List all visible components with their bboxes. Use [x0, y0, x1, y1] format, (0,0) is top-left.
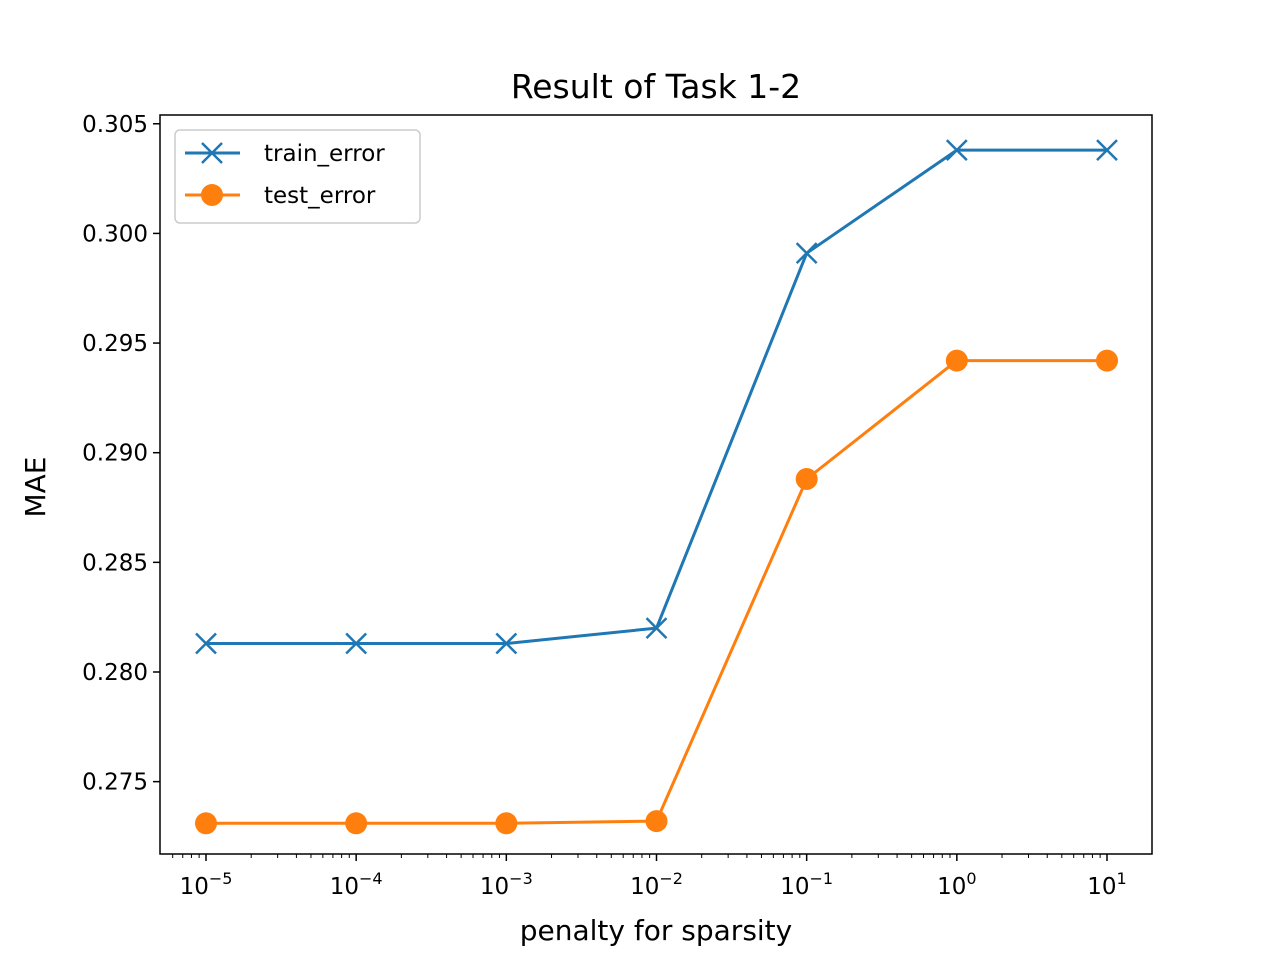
legend-label: test_error — [264, 183, 376, 209]
x-tick-label: 101 — [1087, 869, 1126, 900]
y-tick-label: 0.300 — [82, 221, 148, 247]
x-tick-label: 10−5 — [180, 869, 233, 900]
x-tick-label: 10−1 — [780, 869, 833, 900]
x-tick-label: 10−2 — [630, 869, 683, 900]
data-point-train_error — [795, 242, 818, 265]
data-point-test_error — [495, 812, 518, 835]
series-markers — [195, 139, 1118, 835]
y-axis-ticks: 0.275 0.280 0.285 0.290 0.295 0.300 0.305 — [82, 112, 160, 796]
y-tick-label: 0.280 — [82, 660, 148, 686]
y-tick-label: 0.285 — [82, 550, 148, 576]
x-tick-label: 10−4 — [330, 869, 383, 900]
data-point-train_error — [195, 632, 217, 655]
data-point-test_error — [645, 810, 668, 833]
y-tick-label: 0.295 — [82, 331, 148, 357]
x-tick-label: 100 — [937, 869, 976, 900]
x-axis-label: penalty for sparsity — [520, 914, 792, 947]
data-point-train_error — [945, 139, 968, 161]
x-tick-label: 10−3 — [480, 869, 533, 900]
legend-entry-train_error: train_error — [185, 141, 385, 167]
y-tick-label: 0.275 — [82, 770, 148, 796]
y-tick-label: 0.305 — [82, 112, 148, 138]
y-tick-label: 0.290 — [82, 441, 148, 467]
legend-entry-test_error: test_error — [185, 183, 376, 209]
data-point-train_error — [1096, 139, 1118, 161]
data-point-train_error — [345, 632, 368, 655]
data-point-test_error — [945, 349, 968, 372]
data-point-test_error — [795, 468, 818, 491]
data-point-train_error — [495, 632, 518, 655]
x-axis-ticks: 10−5 10−4 10−3 10−2 10−1 100 101 — [172, 854, 1127, 900]
legend-label: train_error — [264, 141, 385, 167]
data-point-test_error — [195, 812, 217, 835]
plot-frame — [159, 114, 1153, 855]
y-axis-label: MAE — [19, 456, 52, 517]
data-point-train_error — [645, 617, 668, 640]
legend: train_error test_error — [174, 129, 421, 224]
chart-title: Result of Task 1-2 — [511, 67, 801, 106]
data-point-test_error — [1096, 349, 1118, 372]
data-point-test_error — [345, 812, 368, 835]
plot-area — [160, 115, 1152, 854]
